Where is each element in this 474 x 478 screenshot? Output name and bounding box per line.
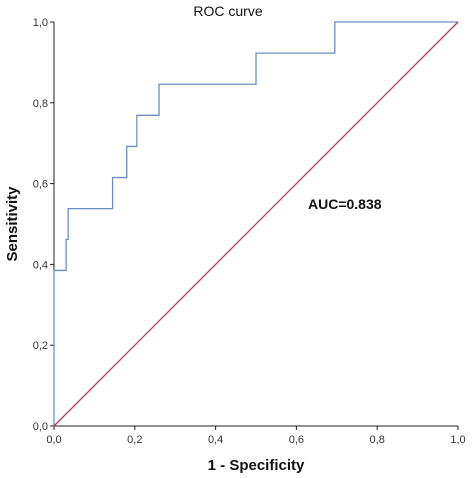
plot-area: 0,0 0,2 0,4 0,6 0,8 1,0 0,0 0,2 0,4 0,6 0,8 1,0: [33, 17, 466, 446]
y-tick-label: 0,6: [33, 179, 48, 191]
y-tick-label: 0,4: [33, 259, 48, 271]
reference-diagonal-line: [53, 21, 459, 427]
y-tick-label: 0,8: [33, 98, 48, 110]
x-axis-label: 1 - Specificity: [208, 457, 305, 474]
y-tick-label: 0,0: [33, 421, 48, 433]
x-tick-label: 0,6: [289, 434, 304, 446]
x-tick-label: 0,8: [370, 434, 385, 446]
y-tick-label: 1,0: [33, 17, 48, 29]
roc-curve-line: [53, 21, 458, 426]
x-tick-label: 0,4: [208, 434, 223, 446]
y-axis-label: Sensitivity: [4, 186, 21, 262]
chart-title: ROC curve: [193, 3, 262, 19]
y-tick-label: 0,2: [33, 340, 48, 352]
auc-annotation: AUC=0.838: [308, 196, 382, 212]
x-tick-label: 1,0: [450, 434, 465, 446]
x-tick-label: 0,2: [127, 434, 142, 446]
x-tick-label: 0,0: [46, 434, 61, 446]
